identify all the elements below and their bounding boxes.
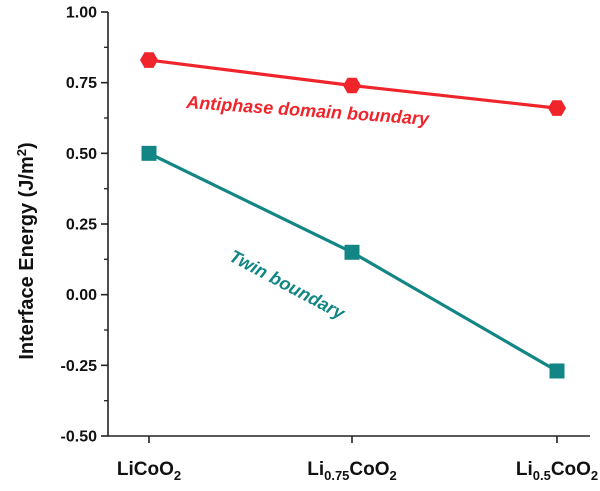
y-tick-label: 0.25	[66, 217, 97, 234]
y-tick-label: -0.50	[61, 429, 98, 446]
series-twin	[141, 145, 565, 379]
axes	[107, 12, 590, 437]
series-line	[148, 151, 558, 373]
x-tick-label: Li0.75CoO2	[307, 459, 397, 483]
y-axis-title: Interface Energy (J/m2)	[14, 142, 39, 359]
hexagon-marker	[343, 77, 361, 94]
y-tick-label: 1.00	[66, 5, 97, 22]
y-tick-label: 0.75	[66, 75, 97, 92]
x-tick-label: Li0.5CoO2	[516, 459, 598, 483]
series-layer	[140, 52, 566, 379]
square-marker	[344, 244, 360, 260]
y-tick-label: 0.00	[66, 287, 97, 304]
square-marker	[141, 145, 157, 161]
y-axis-ticks: 1.00 0.75 0.50 0.25 0.00 -0.25 -0.50	[61, 5, 108, 446]
y-tick-label: -0.25	[61, 358, 98, 375]
square-marker	[549, 363, 565, 379]
hexagon-marker	[548, 100, 566, 116]
antiphase-label: Antiphase domain boundary	[185, 92, 431, 129]
series-annotations: Antiphase domain boundary Twin boundary	[185, 92, 431, 324]
series-antiphase	[140, 52, 566, 116]
x-tick-label: LiCoO2	[117, 459, 181, 483]
y-tick-label: 0.50	[66, 146, 97, 163]
twin-label: Twin boundary	[226, 246, 349, 324]
hexagon-marker	[140, 52, 158, 68]
x-axis-ticks: LiCoO2 Li0.75CoO2 Li0.5CoO2	[117, 436, 598, 483]
